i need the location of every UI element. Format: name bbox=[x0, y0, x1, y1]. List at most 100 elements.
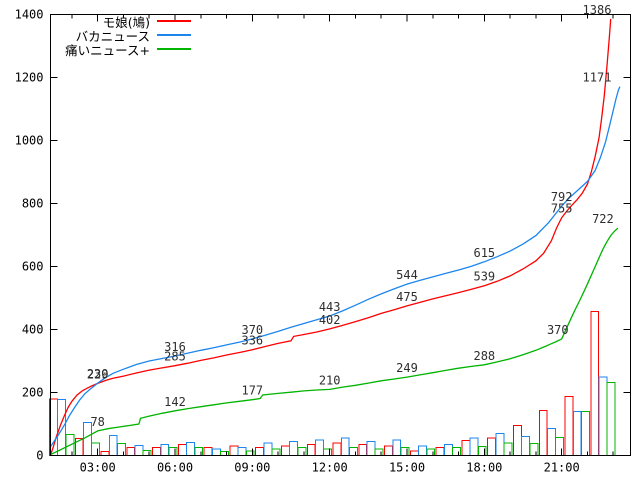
value-label: 539 bbox=[473, 270, 495, 284]
hourly-bar bbox=[263, 442, 273, 456]
value-label: 177 bbox=[241, 384, 263, 398]
legend-row: 痛いニュース+ bbox=[0, 42, 191, 58]
hourly-bar bbox=[203, 447, 213, 456]
hourly-bar bbox=[237, 447, 247, 456]
hourly-bar bbox=[477, 446, 487, 456]
hourly-bar bbox=[590, 311, 600, 457]
hourly-bar bbox=[100, 451, 110, 457]
x-tick-label: 03:00 bbox=[80, 461, 116, 475]
legend-label: バカニュース bbox=[75, 28, 150, 44]
value-label: 230 bbox=[87, 367, 109, 381]
hourly-bar bbox=[220, 451, 229, 457]
hourly-bar bbox=[91, 442, 101, 456]
hourly-bar bbox=[409, 450, 419, 456]
series-line bbox=[50, 227, 619, 456]
y-tick-label: 1200 bbox=[15, 71, 44, 85]
legend-label: モ娘(鳩) bbox=[102, 14, 150, 30]
hourly-bar bbox=[323, 448, 333, 457]
hourly-bar bbox=[572, 410, 582, 456]
hourly-bar bbox=[160, 443, 170, 457]
hourly-bar bbox=[358, 443, 368, 457]
hourly-bar bbox=[289, 440, 299, 457]
x-tick-label: 18:00 bbox=[466, 461, 502, 475]
value-label: 229 bbox=[87, 367, 109, 381]
hourly-bar bbox=[297, 447, 307, 456]
hourly-bar bbox=[374, 448, 384, 457]
hourly-bar bbox=[580, 410, 590, 456]
hourly-bar bbox=[255, 447, 265, 456]
hourly-bar bbox=[306, 443, 316, 457]
hourly-bar bbox=[564, 396, 574, 456]
hourly-bar bbox=[116, 443, 126, 456]
hourly-bar bbox=[314, 439, 324, 456]
hourly-bar bbox=[152, 447, 162, 456]
hourly-bar bbox=[245, 450, 255, 456]
y-tick-label: 1000 bbox=[15, 134, 44, 148]
hourly-bar bbox=[281, 445, 290, 456]
value-label: 1386 bbox=[583, 3, 612, 17]
legend-line-sample bbox=[157, 20, 191, 22]
y-tick-label: 200 bbox=[22, 386, 44, 400]
y-tick-label: 400 bbox=[22, 323, 44, 337]
hourly-bar bbox=[194, 447, 204, 456]
value-label: 755 bbox=[551, 202, 573, 216]
hourly-bar bbox=[332, 442, 342, 456]
hourly-bar bbox=[108, 435, 118, 456]
hourly-bar bbox=[503, 442, 513, 456]
value-label: 210 bbox=[319, 373, 341, 387]
legend-row: バカニュース bbox=[0, 28, 191, 44]
value-label: 285 bbox=[164, 350, 186, 364]
hourly-bar bbox=[271, 448, 281, 457]
series-line bbox=[49, 86, 621, 448]
hourly-bar bbox=[384, 445, 394, 456]
y-tick-label: 600 bbox=[22, 260, 44, 274]
hourly-bar bbox=[177, 443, 187, 457]
x-tick-label: 21:00 bbox=[544, 461, 580, 475]
value-label: 443 bbox=[319, 300, 341, 314]
value-label: 370 bbox=[547, 323, 569, 337]
hourly-bar bbox=[229, 445, 239, 456]
value-label: 316 bbox=[164, 340, 186, 354]
hourly-bar bbox=[487, 437, 497, 456]
hourly-bar bbox=[426, 448, 436, 457]
hourly-bar bbox=[348, 447, 358, 456]
hourly-bar bbox=[606, 381, 616, 457]
value-label: 336 bbox=[241, 334, 263, 348]
value-label: 722 bbox=[592, 212, 614, 226]
x-tick-label: 12:00 bbox=[312, 461, 348, 475]
value-label: 249 bbox=[396, 361, 418, 375]
value-label: 544 bbox=[396, 268, 418, 282]
hourly-bar bbox=[400, 447, 410, 456]
hourly-bar bbox=[392, 439, 402, 456]
hourly-bar bbox=[521, 436, 531, 457]
hourly-bar bbox=[546, 427, 556, 457]
value-label: 142 bbox=[164, 395, 186, 409]
hourly-bar bbox=[529, 443, 539, 456]
y-tick-label: 0 bbox=[36, 449, 43, 463]
hourly-bar bbox=[598, 376, 608, 456]
plot-border bbox=[50, 14, 631, 456]
hourly-bar bbox=[126, 447, 136, 456]
value-label: 288 bbox=[473, 349, 495, 363]
value-label: 792 bbox=[551, 190, 573, 204]
value-label: 1171 bbox=[583, 71, 612, 85]
hourly-bar bbox=[538, 409, 548, 456]
hourly-bar bbox=[461, 439, 471, 457]
hourly-bar bbox=[142, 449, 152, 456]
x-tick-label: 09:00 bbox=[234, 461, 270, 475]
value-label: 615 bbox=[473, 246, 495, 260]
hourly-bar bbox=[555, 437, 565, 457]
hourly-bar bbox=[435, 447, 445, 456]
legend-line-sample bbox=[157, 48, 191, 50]
x-tick-label: 06:00 bbox=[157, 461, 193, 475]
hourly-bar bbox=[168, 447, 178, 456]
legend-row: モ娘(鳩) bbox=[0, 14, 191, 30]
hourly-bar bbox=[366, 440, 376, 457]
value-label: 78 bbox=[90, 415, 104, 429]
value-label: 370 bbox=[241, 323, 263, 337]
hourly-bar bbox=[469, 437, 479, 456]
legend: モ娘(鳩) バカニュース 痛いニュース+ bbox=[0, 14, 191, 58]
hourly-bar bbox=[443, 443, 453, 457]
